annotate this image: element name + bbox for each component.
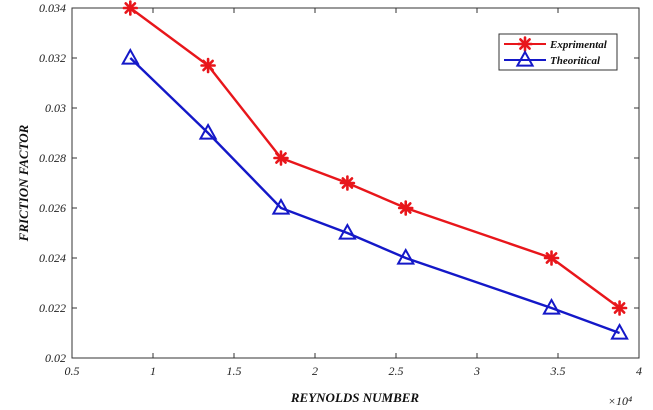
x-tick-label: 2 [312, 364, 318, 378]
data-point-exprimental [339, 175, 356, 191]
legend-label-exprimental: Exprimental [549, 39, 608, 51]
legend-label-theoritical: Theoritical [550, 55, 601, 67]
legend-marker-symbol [517, 36, 533, 52]
data-point-theoritical [121, 47, 140, 65]
data-point-exprimental [611, 300, 628, 316]
legend-item-theoritical: Theoritical [504, 49, 601, 67]
series-exprimental [122, 0, 628, 316]
y-tick-label: 0.028 [39, 151, 66, 165]
x-tick-label: 3 [473, 364, 480, 378]
x-tick-label: 0.5 [65, 364, 80, 378]
y-tick-label: 0.02 [45, 351, 66, 365]
data-point-exprimental [122, 0, 139, 16]
series-line-theoritical [129, 57, 620, 335]
data-point-theoritical [198, 122, 218, 140]
x-tick-label: 1 [150, 364, 156, 378]
legend-item-exprimental: Exprimental [504, 36, 608, 52]
series-theoritical [121, 47, 629, 340]
y-tick-label: 0.024 [39, 251, 66, 265]
data-point-theoritical [610, 322, 629, 340]
legend-marker-theoritical [515, 49, 535, 67]
y-tick-label: 0.026 [39, 201, 66, 215]
data-point-theoritical [338, 222, 357, 240]
y-tick-label: 0.034 [39, 1, 66, 15]
y-axis-label: FRICTION FACTOR [16, 124, 31, 242]
y-tick-label: 0.022 [39, 301, 66, 315]
x-tick-label: 1.5 [227, 364, 242, 378]
y-tick-label: 0.032 [39, 51, 66, 65]
data-point-theoritical [271, 197, 291, 215]
legend: Exprimental Theoritical [498, 33, 618, 71]
y-axis-ticks: 0.02 0.022 0.024 0.026 0.028 0.03 0.032 0.034 [39, 1, 639, 365]
data-point-exprimental [397, 200, 414, 216]
data-point-theoritical [396, 247, 416, 265]
data-point-theoritical [542, 297, 561, 315]
data-point-exprimental [543, 250, 560, 266]
y-tick-label: 0.03 [45, 101, 66, 115]
x-axis-multiplier: ×10⁴ [608, 394, 632, 408]
x-tick-label: 2.5 [389, 364, 404, 378]
x-axis-ticks: 0.5 1 1.5 2 2.5 3 3.5 4 [65, 8, 642, 378]
legend-marker-exprimental [517, 36, 533, 52]
data-point-exprimental [273, 150, 289, 166]
x-axis-label: REYNOLDS NUMBER [290, 390, 420, 405]
x-tick-label: 3.5 [550, 364, 566, 378]
x-tick-label: 4 [636, 364, 642, 378]
series-layer [121, 0, 629, 340]
legend-marker-symbol [515, 49, 535, 67]
data-point-exprimental [200, 57, 216, 74]
